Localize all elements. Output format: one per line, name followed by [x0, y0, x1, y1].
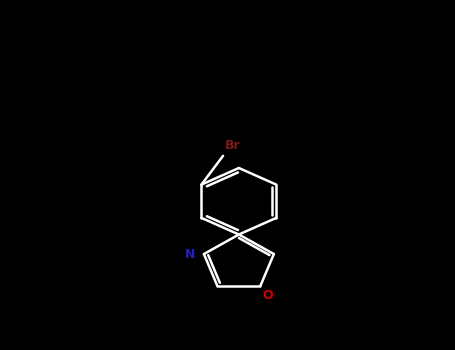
Text: Br: Br [225, 139, 241, 152]
Text: N: N [185, 247, 196, 260]
Text: O: O [263, 289, 273, 302]
